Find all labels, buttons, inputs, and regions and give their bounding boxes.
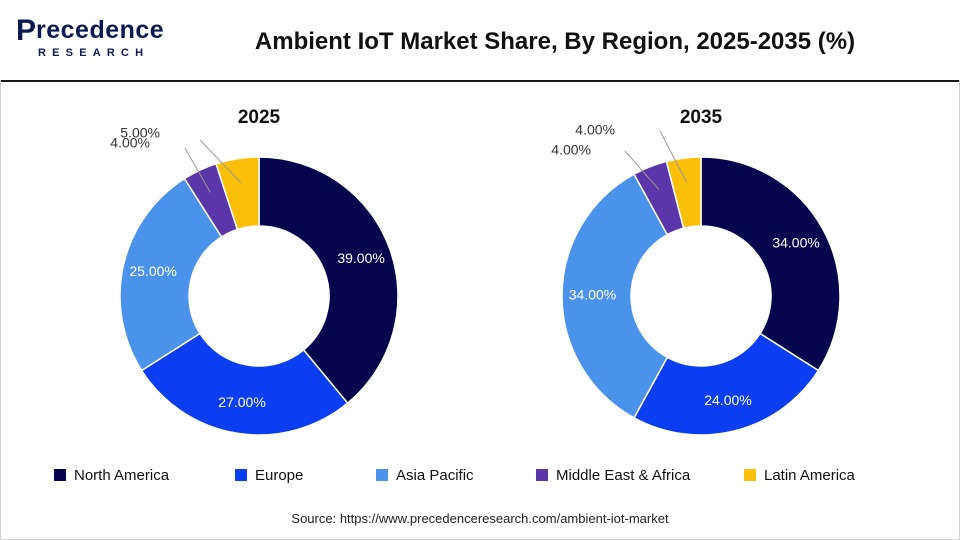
slice-2025-north-america: [258, 156, 399, 405]
data-label-2025-asia-pacific: 25.00%: [129, 263, 176, 279]
data-label-2025-north-america: 39.00%: [337, 250, 384, 266]
logo-wordmark: recedence: [36, 16, 165, 44]
legend-swatch-middle-east-and-africa: [536, 469, 548, 481]
legend-swatch-europe: [235, 469, 247, 481]
legend-label-latin-america: Latin America: [764, 466, 855, 484]
legend-swatch-asia-pacific: [376, 469, 388, 481]
donut-title-2035: 2035: [680, 107, 723, 128]
header: P recedence RESEARCH Ambient IoT Market …: [0, 0, 960, 82]
data-label-2025-europe: 27.00%: [218, 394, 265, 410]
data-label-2035-latin-america: 4.00%: [575, 122, 615, 138]
leader-line-2035-latin-america: [659, 130, 688, 183]
leader-line-2025-latin-america: [199, 139, 242, 184]
legend-item-north-america: North America: [54, 465, 169, 485]
slice-2025-europe: [140, 332, 349, 436]
data-label-2035-north-america: 34.00%: [772, 234, 819, 250]
donut-chart-2025: 39.00% 27.00% 25.00% 4.00%5.00% 2025: [110, 107, 399, 436]
leader-line-2025-middle-east-and-africa: [184, 147, 211, 193]
leader-line-2035-middle-east-and-africa: [624, 150, 660, 190]
slice-2035-latin-america: [665, 156, 702, 230]
data-label-2035-europe: 24.00%: [704, 392, 751, 408]
legend-item-asia-pacific: Asia Pacific: [376, 465, 474, 485]
chart-title: Ambient IoT Market Share, By Region, 202…: [254, 28, 856, 55]
data-label-2025-middle-east-and-africa: 4.00%: [110, 135, 150, 151]
legend-label-asia-pacific: Asia Pacific: [396, 466, 474, 484]
legend-label-middle-east-and-africa: Middle East & Africa: [556, 466, 691, 484]
legend-swatch-north-america: [54, 469, 66, 481]
data-label-2025-latin-america: 5.00%: [120, 125, 160, 141]
slice-2025-asia-pacific: [119, 177, 223, 372]
slice-2035-asia-pacific: [561, 173, 669, 419]
legend-label-north-america: North America: [74, 466, 170, 484]
source-note: Source: https://www.precedenceresearch.c…: [291, 511, 669, 526]
precedence-research-logo: P recedence RESEARCH: [14, 14, 164, 64]
legend-item-middle-east-and-africa: Middle East & Africa: [536, 465, 690, 485]
legend-item-europe: Europe: [235, 465, 303, 485]
legend-item-latin-america: Latin America: [744, 465, 855, 485]
legend-swatch-latin-america: [744, 469, 756, 481]
data-label-2035-middle-east-and-africa: 4.00%: [551, 142, 591, 158]
donut-chart-2035: 34.00% 24.00% 34.00% 4.00% 4.00% 2035: [551, 107, 841, 436]
logo-subtitle: RESEARCH: [38, 47, 150, 59]
legend-label-europe: Europe: [255, 466, 304, 484]
legend: North America Europe Asia Pacific Middle Ea…: [54, 465, 934, 485]
donut-title-2025: 2025: [238, 107, 281, 128]
slice-2025-latin-america: [215, 156, 260, 231]
data-label-2035-asia-pacific: 34.00%: [569, 287, 616, 303]
slice-2035-north-america: [700, 156, 841, 372]
logo-letter: P: [16, 14, 37, 47]
slice-2035-europe: [633, 332, 820, 436]
